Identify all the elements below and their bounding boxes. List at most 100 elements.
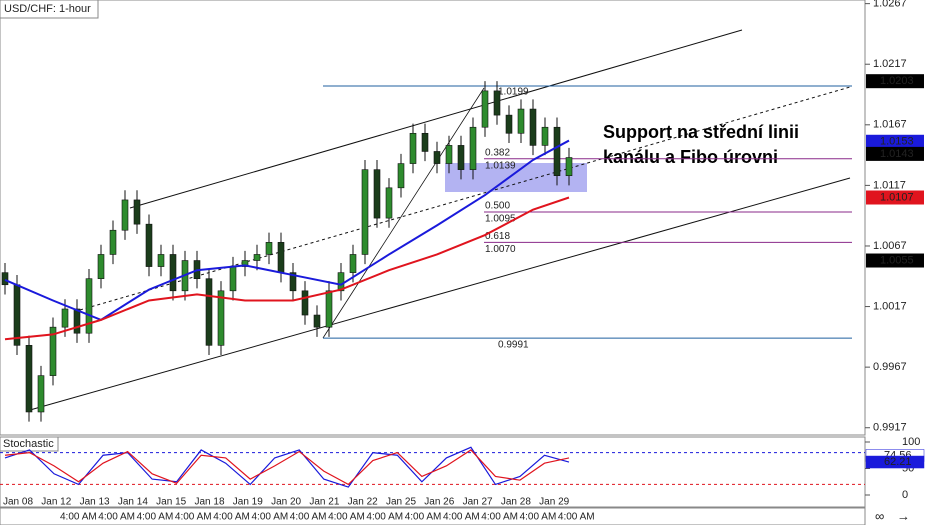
price-tag: [866, 146, 924, 161]
x-tick-label: Jan 19: [233, 497, 263, 508]
candle-body: [253, 254, 261, 261]
candle-body: [397, 163, 405, 189]
y-tick-label: 1.0217: [873, 58, 907, 70]
price-tag-label: 1.0107: [880, 191, 914, 203]
x-tick-label: Jan 18: [194, 497, 224, 508]
x-tick-label: Jan 28: [501, 497, 531, 508]
candle-body: [97, 254, 105, 279]
candle-body: [121, 199, 129, 231]
candle-body: [457, 145, 465, 170]
fib-ratio: 0.618: [485, 231, 510, 242]
fib-ratio: 0.382: [485, 147, 510, 158]
time-label: 4:00 AM: [405, 512, 442, 523]
candle-body: [541, 126, 549, 146]
candle-body: [289, 272, 297, 292]
candle-body: [301, 290, 309, 316]
candle-body: [145, 223, 153, 267]
candle-body: [61, 308, 69, 328]
candle-body: [217, 290, 225, 346]
stoch-title: Stochastic: [3, 438, 54, 450]
x-tick-label: Jan 13: [80, 497, 110, 508]
candle-body: [73, 308, 81, 334]
time-label: 4:00 AM: [520, 512, 557, 523]
moving-average: [4, 196, 570, 341]
candle-body: [385, 187, 393, 219]
candle-body: [517, 108, 525, 134]
candle-body: [325, 290, 333, 328]
x-tick-label: Jan 22: [348, 497, 378, 508]
x-tick-label: Jan 08: [3, 497, 33, 508]
candle-body: [109, 229, 117, 255]
candle-body: [277, 242, 285, 273]
candle-body: [493, 90, 501, 116]
candle-body: [409, 132, 417, 164]
y-tick-label: 1.0067: [873, 240, 907, 252]
candle-body: [85, 278, 93, 334]
fib-ratio: 0.500: [485, 201, 510, 212]
y-tick-label: 1.0267: [873, 0, 907, 10]
y-tick-label: 1.0117: [873, 179, 906, 191]
fib-price: 1.0070: [485, 244, 516, 255]
price-tag-label: 1.0153: [880, 136, 914, 148]
candle-body: [505, 114, 513, 134]
candle-body: [157, 254, 165, 267]
candle-body: [205, 278, 213, 346]
time-label: 4:00 AM: [290, 512, 327, 523]
main-panel: [0, 0, 866, 436]
time-label: 4:00 AM: [252, 512, 289, 523]
x-tick-label: Jan 27: [463, 497, 493, 508]
candle-body: [265, 242, 273, 255]
candle-body: [421, 132, 429, 152]
y-tick-label: 1.0017: [873, 300, 907, 312]
candle-body: [433, 151, 441, 164]
fib-price: 0.9991: [498, 340, 529, 351]
fib-trend: [322, 87, 485, 339]
channel-lower: [29, 177, 851, 411]
stoch-title-box: [0, 436, 59, 452]
link-icon[interactable]: ∞: [875, 508, 884, 523]
x-tick-label: Jan 21: [309, 497, 339, 508]
channel-upper: [129, 29, 743, 209]
chart-title: USD/CHF: 1-hour: [4, 3, 91, 15]
time-label: 4:00 AM: [443, 512, 480, 523]
price-tag-label: 1.0203: [880, 75, 914, 87]
support-zone: [445, 163, 587, 192]
candle-body: [25, 345, 33, 413]
candle-body: [169, 254, 177, 292]
price-tag-label: 1.0055: [880, 254, 914, 266]
price-tag-label: 1.0143: [880, 148, 914, 160]
price-tag: [866, 190, 924, 205]
candle-body: [445, 145, 453, 164]
x-tick-label: Jan 20: [271, 497, 301, 508]
candle-body: [565, 157, 573, 176]
stoch-tag-label: 62.21: [884, 456, 912, 468]
x-tick-label: Jan 29: [539, 497, 569, 508]
time-label: 4:00 AM: [558, 512, 595, 523]
time-label: 4:00 AM: [328, 512, 365, 523]
x-tick-label: Jan 12: [41, 497, 71, 508]
candle-body: [469, 126, 477, 170]
arrow-icon[interactable]: →: [897, 508, 910, 523]
candle-body: [349, 254, 357, 273]
candle-body: [361, 169, 369, 255]
candle-body: [241, 260, 249, 267]
time-label: 4:00 AM: [137, 512, 174, 523]
time-label: 4:00 AM: [481, 512, 518, 523]
time-label: 4:00 AM: [98, 512, 135, 523]
stoch-tick-label: 0: [902, 489, 908, 501]
y-tick-label: 0.9967: [873, 361, 907, 373]
time-label: 4:00 AM: [175, 512, 212, 523]
candle-body: [553, 126, 561, 176]
channel-mid: [79, 86, 851, 311]
price-tag: [866, 74, 924, 89]
candle-body: [229, 266, 237, 292]
fib-price: 1.0139: [485, 160, 516, 171]
candle-body: [529, 108, 537, 146]
time-label: 4:00 AM: [60, 512, 97, 523]
candle-body: [49, 326, 57, 376]
fib-price: 1.0199: [498, 87, 529, 98]
candle-body: [13, 284, 21, 346]
candle-body: [313, 314, 321, 328]
time-label: 4:00 AM: [366, 512, 403, 523]
x-tick-label: Jan 26: [424, 497, 454, 508]
